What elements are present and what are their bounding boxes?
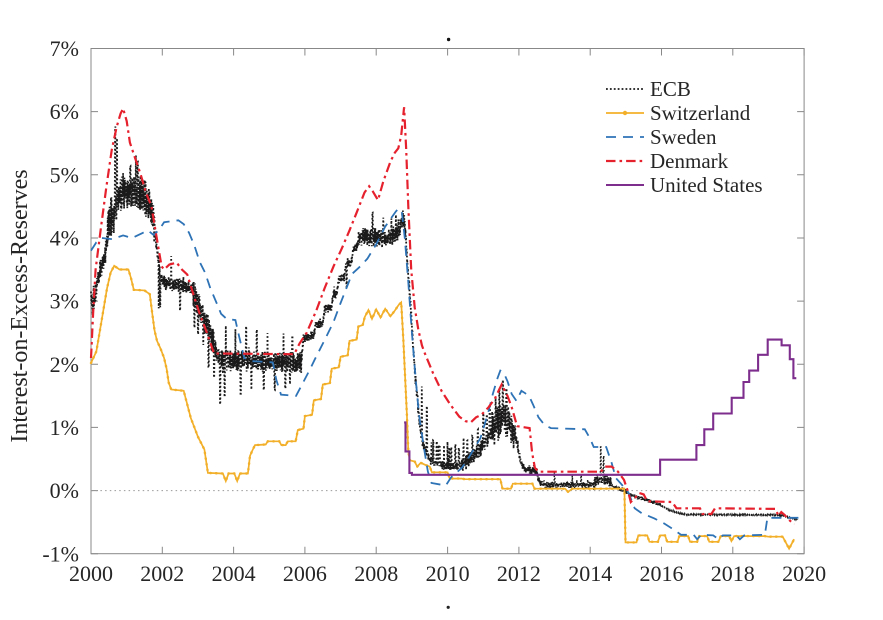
svg-text:6%: 6% — [50, 99, 79, 124]
svg-text:2006: 2006 — [283, 561, 327, 586]
svg-text:-1%: -1% — [42, 541, 79, 566]
svg-text:2%: 2% — [50, 352, 79, 377]
svg-text:2000: 2000 — [69, 561, 113, 586]
svg-text:2020: 2020 — [782, 561, 826, 586]
svg-text:7%: 7% — [50, 36, 79, 61]
svg-text:United States: United States — [650, 173, 763, 197]
svg-text:Interest-on-Excess-Reserves: Interest-on-Excess-Reserves — [7, 169, 33, 442]
svg-text:2002: 2002 — [140, 561, 184, 586]
svg-text:2018: 2018 — [711, 561, 755, 586]
svg-text:ECB: ECB — [650, 77, 691, 101]
svg-text:0%: 0% — [50, 478, 79, 503]
svg-text:Sweden: Sweden — [650, 125, 717, 149]
svg-text:Switzerland: Switzerland — [650, 101, 751, 125]
svg-text:5%: 5% — [50, 162, 79, 187]
svg-text:2012: 2012 — [497, 561, 541, 586]
svg-text:4%: 4% — [50, 226, 79, 251]
svg-text:Denmark: Denmark — [650, 149, 729, 173]
svg-text:1%: 1% — [50, 415, 79, 440]
svg-text:3%: 3% — [50, 289, 79, 314]
svg-text:2016: 2016 — [640, 561, 684, 586]
svg-text:2004: 2004 — [212, 561, 256, 586]
svg-text:2008: 2008 — [354, 561, 398, 586]
svg-text:2010: 2010 — [426, 561, 470, 586]
svg-text:2014: 2014 — [568, 561, 612, 586]
